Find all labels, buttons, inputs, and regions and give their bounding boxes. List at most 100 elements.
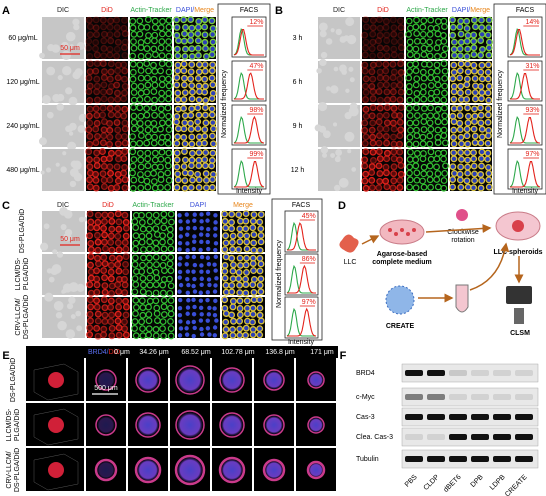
image-background <box>87 254 130 295</box>
dic-texture <box>60 166 67 173</box>
cell <box>485 44 493 52</box>
cell <box>449 31 457 39</box>
column-header: Actin-Tracker <box>130 7 172 14</box>
cell <box>477 104 484 112</box>
blot-band <box>449 434 467 440</box>
cell <box>137 74 145 82</box>
cell <box>390 104 398 112</box>
cell <box>121 211 129 219</box>
dic-texture <box>77 125 86 133</box>
dic-texture <box>351 167 357 172</box>
dic-texture <box>56 103 64 111</box>
cell <box>93 82 101 90</box>
cell <box>106 176 114 184</box>
cell <box>201 75 209 83</box>
cell <box>180 81 188 89</box>
facs-percentage: 99% <box>249 151 263 158</box>
dic-texture <box>73 172 83 182</box>
cell <box>440 37 448 45</box>
spheroid-core <box>220 413 244 437</box>
cell <box>236 311 244 319</box>
micrograph <box>405 104 449 148</box>
blot-band <box>493 456 511 462</box>
cell <box>85 44 92 52</box>
cell <box>413 16 420 24</box>
micrograph <box>449 60 493 104</box>
cell <box>457 82 465 90</box>
spheroid-rim <box>306 460 326 480</box>
cell <box>159 318 167 326</box>
dic-image <box>42 297 85 338</box>
cell <box>222 318 230 326</box>
cell <box>464 183 472 191</box>
spheroid-rim <box>95 414 117 436</box>
dic-texture <box>351 107 359 115</box>
cell <box>122 232 130 240</box>
arrow <box>425 223 492 233</box>
cell <box>470 31 478 39</box>
dic-texture <box>72 160 82 170</box>
nucleus <box>192 262 198 268</box>
cell <box>145 211 153 219</box>
nucleus <box>207 282 212 288</box>
cell <box>86 23 94 31</box>
protein-label: Tubulin <box>356 456 379 463</box>
cell <box>187 162 195 170</box>
cell-icon <box>394 232 398 236</box>
micrograph <box>177 297 220 339</box>
cell <box>108 325 116 332</box>
stain-part: DiD <box>109 349 121 356</box>
cell <box>457 38 465 46</box>
cell <box>194 118 202 126</box>
dic-texture <box>318 22 328 32</box>
depth-label: 68.52 μm <box>181 349 210 356</box>
cell <box>114 260 122 268</box>
cell <box>160 210 168 218</box>
cell <box>86 331 94 339</box>
cell <box>100 238 108 246</box>
cell <box>361 51 369 59</box>
histogram-curve <box>286 264 316 294</box>
micrograph <box>129 104 173 148</box>
spheroid-rim <box>135 367 161 393</box>
image-background <box>177 211 220 252</box>
cell <box>152 281 160 289</box>
nucleus <box>185 247 190 253</box>
cell <box>144 81 152 89</box>
micrograph <box>42 292 85 339</box>
cell <box>463 75 471 83</box>
cell <box>121 75 128 83</box>
cell <box>131 261 139 268</box>
cell <box>427 148 435 156</box>
cell <box>129 60 137 68</box>
cell <box>181 140 189 148</box>
cell <box>209 38 217 46</box>
protein-label: c-Myc <box>356 394 375 401</box>
dic-texture <box>330 153 335 158</box>
cell <box>121 325 129 333</box>
row-label-line: PLGA/DiD <box>23 258 30 290</box>
cell <box>382 24 390 31</box>
cell <box>450 51 458 59</box>
spheroid-core <box>136 368 160 392</box>
cell <box>203 184 210 192</box>
cell <box>115 218 123 226</box>
cell <box>208 184 216 191</box>
facs-frame <box>271 198 323 341</box>
cell <box>361 177 369 185</box>
cell <box>222 239 230 247</box>
cell <box>106 104 114 112</box>
cell <box>236 325 244 333</box>
cell <box>188 149 196 157</box>
cell <box>165 30 173 38</box>
cell <box>434 52 441 60</box>
cell <box>131 254 139 262</box>
dic-texture <box>318 125 327 133</box>
dic-texture <box>43 223 50 230</box>
cell <box>187 184 195 192</box>
nucleus <box>199 263 204 268</box>
cell <box>166 275 173 283</box>
nucleus <box>192 212 197 217</box>
cell <box>100 176 108 184</box>
cell <box>195 111 203 119</box>
